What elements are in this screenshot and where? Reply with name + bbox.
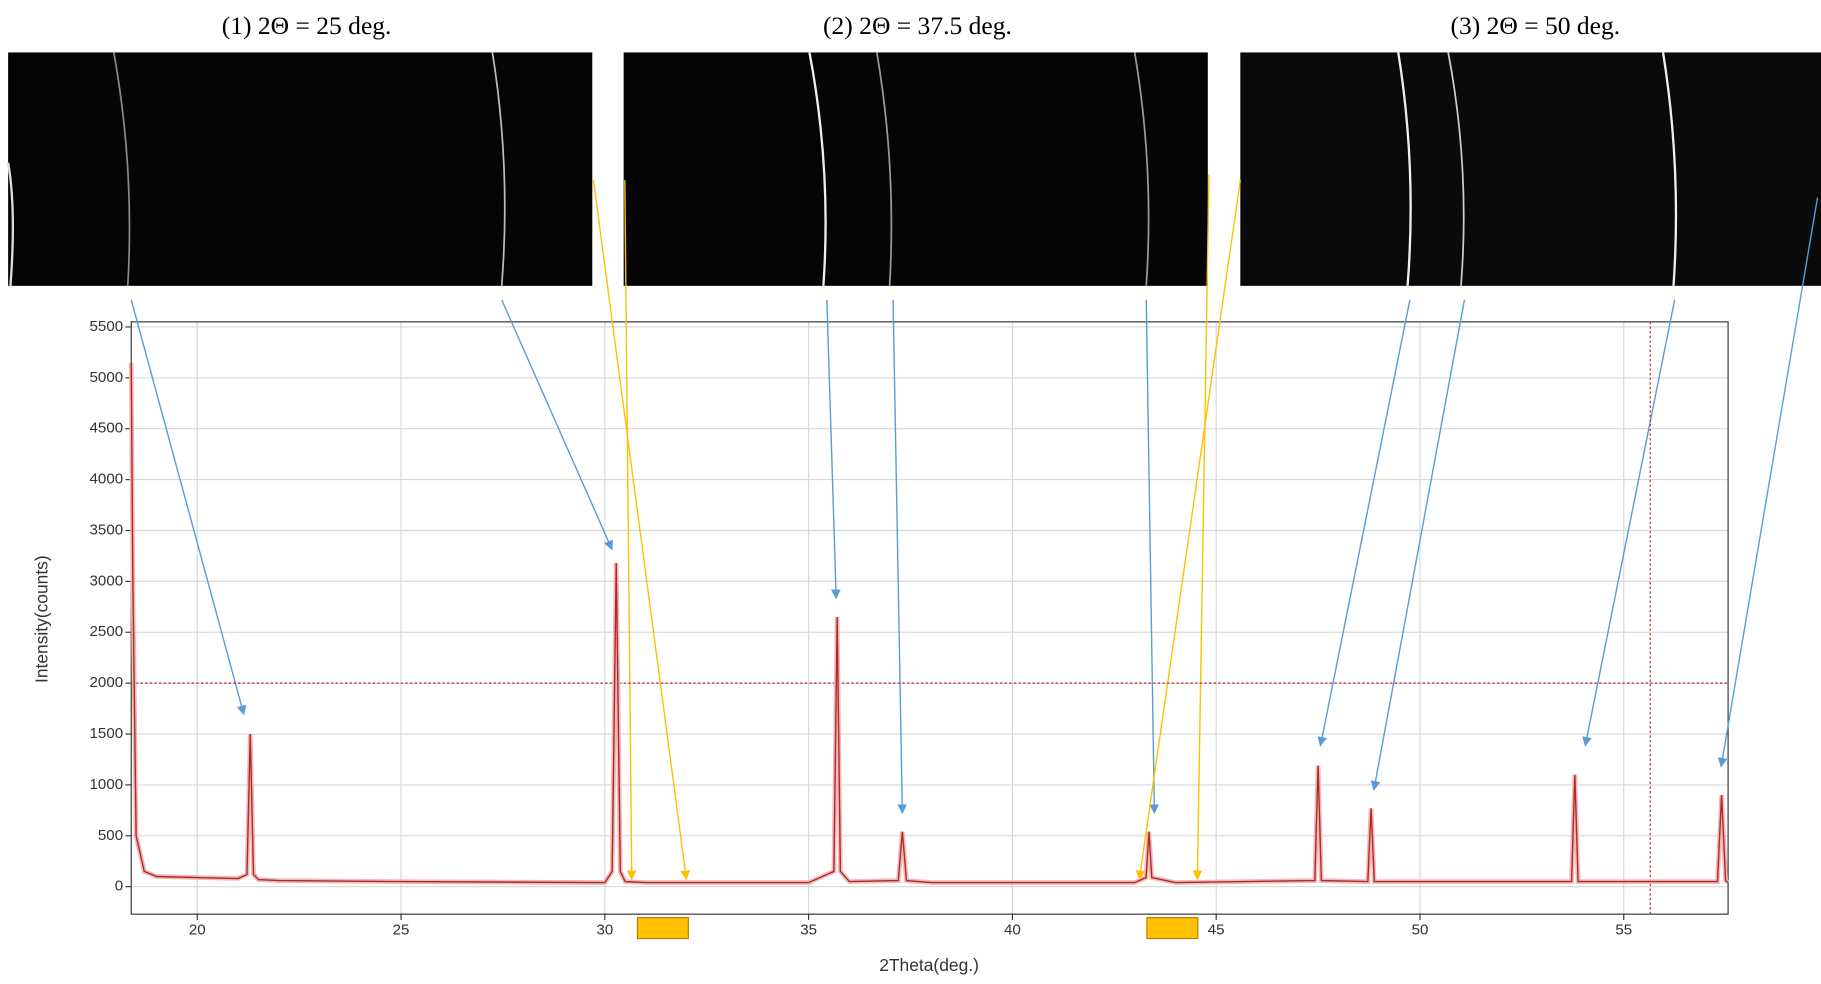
x-tick-label: 25 — [393, 921, 410, 938]
y-tick-label: 5000 — [90, 369, 124, 386]
detector-images — [8, 52, 1821, 285]
detector-image — [1240, 52, 1821, 285]
x-tick-label: 20 — [189, 921, 206, 938]
y-tick-label: 3000 — [90, 572, 124, 589]
page: {"panels": [{"title": "(1) 2Θ = 25 deg."… — [0, 0, 1821, 984]
panel-title: (3) 2Θ = 50 deg. — [1450, 11, 1620, 40]
plot-frame — [131, 322, 1728, 914]
grid — [131, 322, 1728, 914]
x-axis-label: 2Theta(deg.) — [879, 955, 979, 975]
y-tick-label: 2000 — [90, 674, 124, 691]
arrow — [827, 300, 836, 598]
x-tick-label: 55 — [1615, 921, 1632, 938]
y-tick-label: 4500 — [90, 420, 124, 437]
y-tick-label: 500 — [98, 827, 123, 844]
arrow — [893, 300, 902, 813]
detector-image — [624, 52, 1208, 285]
arrow — [131, 300, 244, 715]
y-tick-label: 4000 — [90, 471, 124, 488]
arrow — [1374, 300, 1465, 790]
arrow — [502, 300, 612, 550]
x-tick-label: 35 — [800, 921, 817, 938]
x-tick-label: 50 — [1412, 921, 1429, 938]
panel-title: (2) 2Θ = 37.5 deg. — [823, 11, 1012, 40]
y-tick-label: 3500 — [90, 521, 124, 538]
y-tick-label: 1000 — [90, 776, 124, 793]
x-tick-label: 30 — [596, 921, 613, 938]
spectrum-line — [131, 363, 1728, 883]
figure: (1) 2Θ = 25 deg. (2) 2Θ = 37.5 deg. (3) … — [0, 0, 1821, 984]
panel-title: (1) 2Θ = 25 deg. — [222, 11, 392, 40]
y-tick-label: 5500 — [90, 318, 124, 335]
arrow — [1146, 300, 1154, 813]
range-marker — [1147, 918, 1198, 939]
spectrum-halo — [131, 363, 1728, 883]
y-tick-label: 0 — [115, 878, 123, 895]
arrow — [1585, 300, 1674, 746]
x-tick-label: 45 — [1208, 921, 1225, 938]
arrow — [1320, 300, 1409, 746]
range-marker — [637, 918, 688, 939]
x-tick-label: 40 — [1004, 921, 1021, 938]
y-axis-label: Intensity(counts) — [32, 555, 52, 683]
y-tick-label: 1500 — [90, 725, 124, 742]
y-tick-label: 2500 — [90, 623, 124, 640]
